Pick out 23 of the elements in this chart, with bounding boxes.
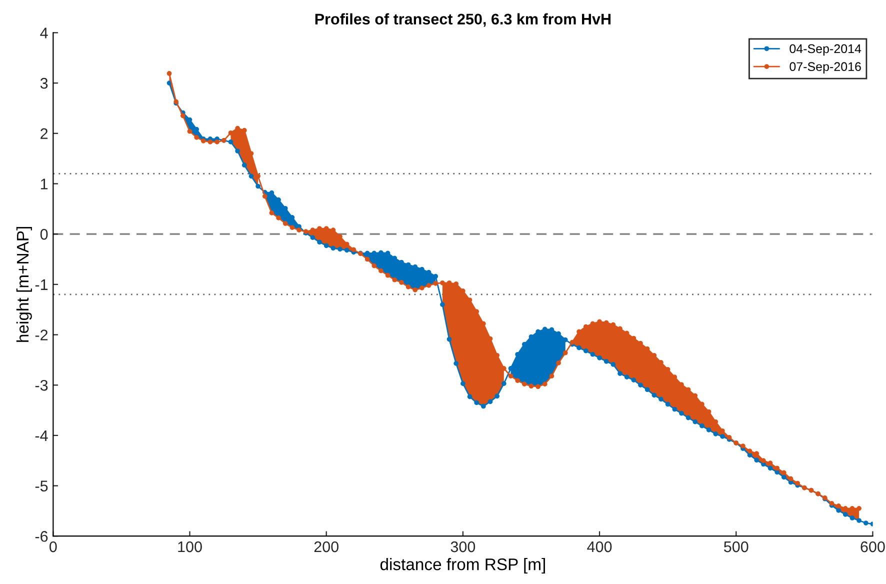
y-tick-label: 0 bbox=[40, 228, 48, 240]
x-tick-label: 600 bbox=[860, 541, 885, 552]
y-tick-label: 2 bbox=[40, 128, 48, 139]
x-tick-label: 200 bbox=[314, 541, 338, 552]
y-tick-label: -5 bbox=[35, 480, 48, 492]
y-tick-label: 1 bbox=[40, 178, 48, 190]
y-tick-label: 3 bbox=[40, 78, 48, 89]
x-tick-label: 400 bbox=[587, 541, 612, 552]
y-tick-label: -3 bbox=[35, 380, 48, 391]
y-tick-label: -1 bbox=[35, 279, 48, 290]
y-axis-title: height [m+NAP] bbox=[16, 227, 32, 342]
x-tick-label: 0 bbox=[50, 541, 57, 552]
y-tick-label: -4 bbox=[35, 430, 48, 441]
y-tick-label: -2 bbox=[35, 330, 48, 340]
chart-title: Profiles of transect 250, 6.3 km from HvH bbox=[315, 13, 611, 27]
x-tick-label: 500 bbox=[724, 541, 748, 552]
x-tick-label: 100 bbox=[178, 541, 202, 552]
legend-label: 04-Sep-2014 bbox=[790, 44, 862, 56]
x-axis-title: distance from RSP [m] bbox=[380, 558, 545, 574]
x-tick-label: 300 bbox=[450, 541, 476, 552]
y-tick-label: 4 bbox=[40, 28, 48, 38]
y-tick-label: -6 bbox=[35, 530, 48, 542]
legend-label: 07-Sep-2016 bbox=[790, 62, 861, 74]
